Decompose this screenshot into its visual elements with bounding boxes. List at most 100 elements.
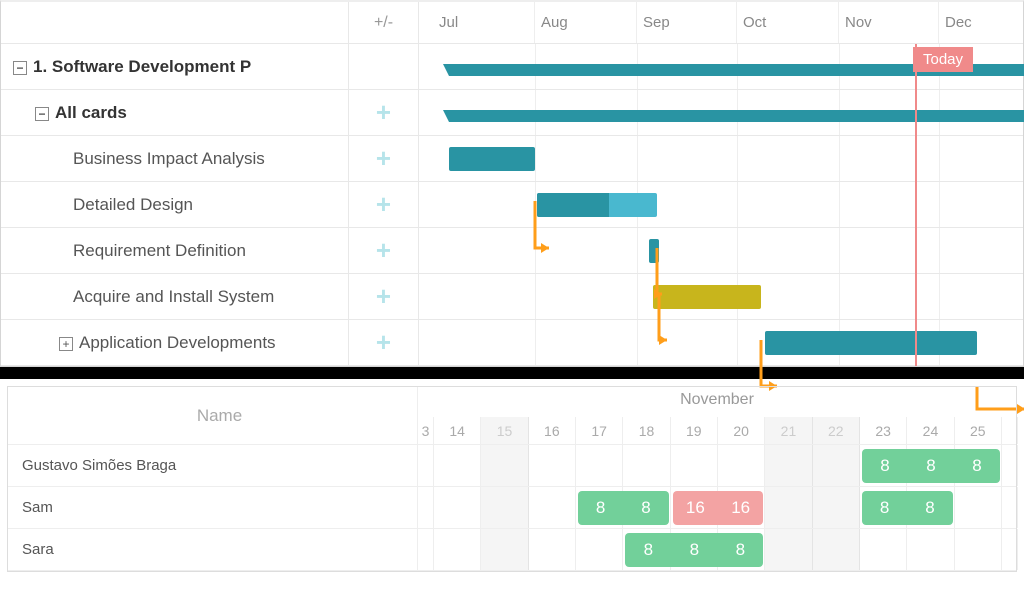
day-header-cell: 18 bbox=[623, 417, 670, 444]
add-subtask-button[interactable]: + bbox=[349, 274, 419, 319]
day-header-cell: 14 bbox=[434, 417, 481, 444]
day-header-cell: 20 bbox=[718, 417, 765, 444]
gantt-row: Business Impact Analysis + bbox=[1, 136, 1023, 182]
resgrid-header-month: Name November bbox=[8, 387, 1016, 417]
add-subtask-button[interactable]: + bbox=[349, 90, 419, 135]
add-subtask-button[interactable]: + bbox=[349, 320, 419, 365]
day-header-cell: 3 bbox=[418, 417, 434, 444]
gantt-lane bbox=[419, 228, 1023, 273]
collapse-icon[interactable]: − bbox=[13, 61, 27, 75]
gantt-lane bbox=[419, 90, 1023, 135]
task-bar[interactable] bbox=[537, 193, 657, 217]
day-header-cell: 23 bbox=[860, 417, 907, 444]
gantt-row: Acquire and Install System + bbox=[1, 274, 1023, 320]
plus-icon: + bbox=[376, 97, 391, 128]
resource-row: Gustavo Simões Braga888 bbox=[8, 445, 1016, 487]
expand-icon[interactable]: + bbox=[59, 337, 73, 351]
gantt-chart: +/- JulAugSepOctNovDec −1. Software Deve… bbox=[0, 0, 1024, 367]
gantt-row: Detailed Design + bbox=[1, 182, 1023, 228]
resource-row: Sara 8 8 8 bbox=[8, 529, 1016, 571]
gantt-task-label[interactable]: Business Impact Analysis bbox=[1, 136, 349, 181]
resgrid-name-header: Name bbox=[8, 387, 418, 445]
day-header-cell: 17 bbox=[576, 417, 623, 444]
resource-name[interactable]: Gustavo Simões Braga bbox=[8, 445, 418, 486]
gantt-lane bbox=[419, 320, 1023, 365]
allocation-value: 8 bbox=[880, 456, 889, 476]
add-subtask-button[interactable]: + bbox=[349, 228, 419, 273]
allocation-value: 8 bbox=[880, 498, 889, 518]
resource-lane: 8 8 8 bbox=[418, 529, 1018, 570]
day-header-cell: 15 bbox=[481, 417, 528, 444]
allocation-value: 16 bbox=[731, 498, 750, 518]
plus-icon: + bbox=[376, 235, 391, 266]
resource-name[interactable]: Sara bbox=[8, 529, 418, 570]
allocation-value: 16 bbox=[686, 498, 705, 518]
day-header-cell: 25 bbox=[955, 417, 1002, 444]
task-bar[interactable] bbox=[649, 239, 659, 263]
gantt-row: Requirement Definition + bbox=[1, 228, 1023, 274]
day-header-cell bbox=[1002, 417, 1018, 444]
plus-icon: + bbox=[376, 327, 391, 358]
allocation-block[interactable]: 88 bbox=[578, 491, 669, 525]
resource-name[interactable]: Sam bbox=[8, 487, 418, 528]
allocation-block[interactable]: 888 bbox=[862, 449, 1000, 483]
plus-icon: + bbox=[376, 189, 391, 220]
gantt-header-timeline: JulAugSepOctNovDec bbox=[419, 2, 1023, 43]
resgrid-month-label: November bbox=[418, 391, 1016, 409]
allocation-value: 8 bbox=[690, 540, 699, 560]
allocation-value: 8 bbox=[926, 456, 935, 476]
allocation-block[interactable]: 1616 bbox=[673, 491, 764, 525]
day-header-cell: 19 bbox=[671, 417, 718, 444]
allocation-value: 8 bbox=[596, 498, 605, 518]
gantt-task-label[interactable]: −All cards bbox=[1, 90, 349, 135]
allocation-value: 8 bbox=[736, 540, 745, 560]
summary-bar[interactable] bbox=[449, 110, 1024, 122]
resgrid-body: Gustavo Simões Braga888Sam88161688Sara88… bbox=[8, 445, 1016, 571]
gantt-body: −1. Software Development P−All cards+Bus… bbox=[1, 44, 1023, 366]
gantt-lane bbox=[419, 136, 1023, 181]
today-label: Today bbox=[913, 47, 973, 72]
gantt-row: −All cards + bbox=[1, 90, 1023, 136]
collapse-icon[interactable]: − bbox=[35, 107, 49, 121]
day-header-cell: 22 bbox=[813, 417, 860, 444]
month-aug: Aug bbox=[535, 2, 637, 43]
gantt-header-row: +/- JulAugSepOctNovDec bbox=[1, 2, 1023, 44]
plus-icon: + bbox=[376, 281, 391, 312]
allocation-block[interactable]: 8 8 8 bbox=[625, 533, 763, 567]
plus-icon: + bbox=[376, 143, 391, 174]
day-header-cell: 21 bbox=[765, 417, 812, 444]
gantt-row: +Application Developments+ bbox=[1, 320, 1023, 366]
gantt-row: −1. Software Development P bbox=[1, 44, 1023, 90]
gantt-header-label-blank bbox=[1, 2, 349, 43]
resource-lane: 88161688 bbox=[418, 487, 1018, 528]
gantt-task-label[interactable]: Acquire and Install System bbox=[1, 274, 349, 319]
allocation-value: 8 bbox=[644, 540, 653, 560]
gantt-task-label[interactable]: Requirement Definition bbox=[1, 228, 349, 273]
resgrid-day-header: 3141516171819202122232425 bbox=[418, 417, 1018, 444]
day-header-cell: 16 bbox=[529, 417, 576, 444]
resource-lane: 888 bbox=[418, 445, 1018, 486]
allocation-value: 8 bbox=[925, 498, 934, 518]
month-nov: Nov bbox=[839, 2, 939, 43]
gantt-task-label[interactable]: −1. Software Development P bbox=[1, 44, 349, 89]
month-oct: Oct bbox=[737, 2, 839, 43]
add-subtask-button[interactable]: + bbox=[349, 182, 419, 227]
gantt-lane bbox=[419, 274, 1023, 319]
panel-divider bbox=[0, 367, 1024, 379]
allocation-block[interactable]: 88 bbox=[862, 491, 953, 525]
resource-grid: Name November 3141516171819202122232425 … bbox=[7, 386, 1017, 572]
add-subtask-button bbox=[349, 44, 419, 89]
gantt-task-label[interactable]: +Application Developments bbox=[1, 320, 349, 365]
gantt-header-pm: +/- bbox=[349, 2, 419, 43]
today-line bbox=[915, 44, 917, 366]
add-subtask-button[interactable]: + bbox=[349, 136, 419, 181]
allocation-value: 8 bbox=[641, 498, 650, 518]
task-bar[interactable] bbox=[449, 147, 535, 171]
month-jul: Jul bbox=[433, 2, 535, 43]
gantt-lane bbox=[419, 182, 1023, 227]
task-bar[interactable] bbox=[765, 331, 977, 355]
month-dec: Dec bbox=[939, 2, 1024, 43]
task-bar[interactable] bbox=[653, 285, 761, 309]
day-header-cell: 24 bbox=[907, 417, 954, 444]
gantt-task-label[interactable]: Detailed Design bbox=[1, 182, 349, 227]
